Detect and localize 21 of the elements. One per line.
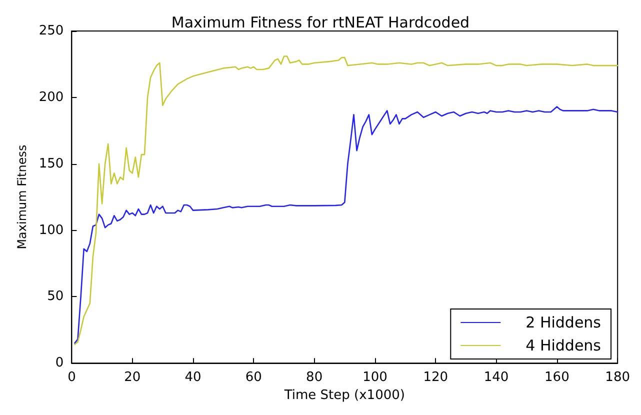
y-tick-label: 50 (47, 289, 64, 304)
x-tick-label: 100 (362, 370, 388, 386)
y-axis-title: Maximum Fitness (15, 144, 29, 250)
x-tick-label: 120 (423, 370, 448, 386)
x-axis-title: Time Step (x1000) (283, 388, 405, 403)
y-tick-label: 100 (38, 222, 64, 238)
x-tick-label: 180 (605, 370, 630, 386)
y-tick-label: 0 (55, 356, 64, 371)
legend-label: 2 Hiddens (526, 314, 602, 332)
x-tick-label: 40 (184, 370, 202, 386)
x-tick-label: 20 (124, 370, 141, 386)
x-tick-label: 80 (306, 370, 323, 386)
x-tick-label: 160 (544, 370, 570, 386)
x-tick-label: 60 (245, 370, 262, 386)
x-tick-label: 140 (484, 370, 509, 386)
legend-label: 4 Hiddens (526, 336, 602, 354)
x-tick-label: 0 (68, 370, 76, 386)
y-tick-label: 150 (38, 156, 64, 172)
y-tick-label: 250 (38, 24, 64, 38)
chart-title: Maximum Fitness for rtNEAT Hardcoded (171, 14, 470, 32)
y-tick-label: 200 (38, 90, 64, 105)
